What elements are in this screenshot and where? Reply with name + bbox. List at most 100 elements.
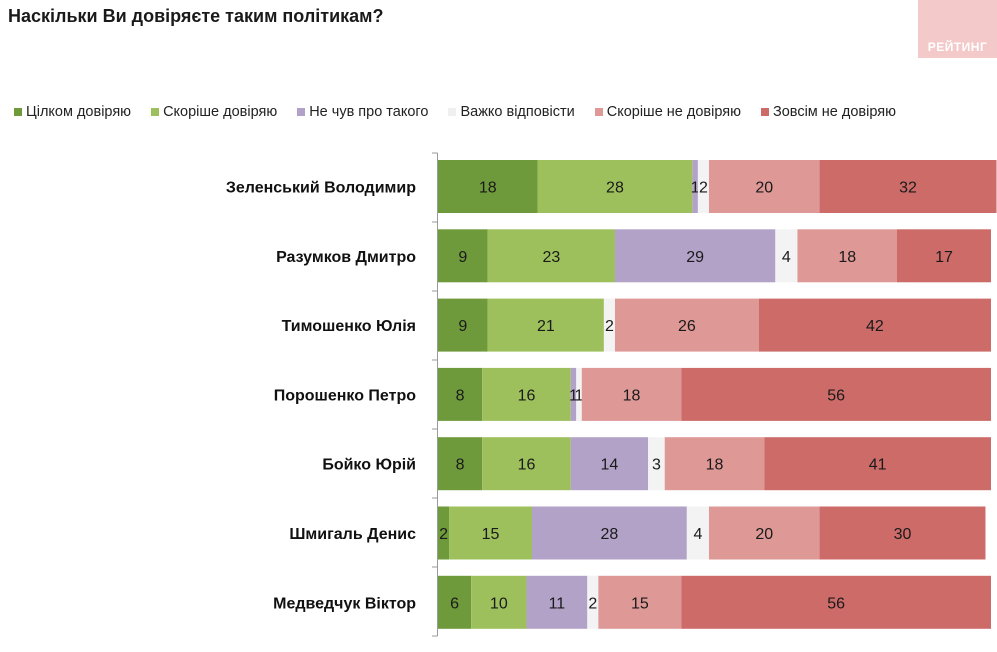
bar-segment xyxy=(438,229,488,283)
data-label: 26 xyxy=(678,318,696,335)
bar-segment xyxy=(449,506,533,560)
data-label: 2 xyxy=(439,526,448,543)
data-label: 1 xyxy=(569,387,578,404)
data-label: 18 xyxy=(838,249,856,266)
category-label: Шмигаль Денис xyxy=(289,526,416,543)
data-label: 28 xyxy=(606,180,624,197)
data-label: 20 xyxy=(755,526,773,543)
legend-label: Зовсім не довіряю xyxy=(772,104,896,120)
bar-segment xyxy=(438,437,483,491)
data-label: 32 xyxy=(899,180,917,197)
data-label: 3 xyxy=(652,457,661,474)
logo: РЕЙТИНГ xyxy=(918,0,997,58)
legend-swatch xyxy=(14,108,22,116)
data-label: 14 xyxy=(601,457,619,474)
data-label: 17 xyxy=(935,249,953,266)
bar-segment xyxy=(438,506,450,560)
data-label: 4 xyxy=(782,249,791,266)
data-label: 2 xyxy=(605,318,614,335)
bar-segment xyxy=(438,575,472,629)
bar-segment xyxy=(438,298,488,352)
legend-label: Скоріше довіряю xyxy=(163,104,278,120)
data-label: 42 xyxy=(866,318,884,335)
bar-segment xyxy=(526,575,588,629)
data-label: 15 xyxy=(482,526,500,543)
bar-segment xyxy=(598,575,682,629)
bar-segment xyxy=(819,506,986,560)
legend-label: Важко відповісти xyxy=(460,104,575,120)
bar-segment xyxy=(797,229,897,283)
data-label: 56 xyxy=(827,387,845,404)
data-label: 1 xyxy=(575,387,584,404)
legend-item: Цілком довіряю xyxy=(14,104,131,120)
data-label: 21 xyxy=(537,318,555,335)
data-label: 20 xyxy=(755,180,773,197)
legend-label: Не чув про такого xyxy=(309,104,429,120)
legend-swatch xyxy=(448,108,457,116)
category-label: Разумков Дмитро xyxy=(276,249,416,266)
bar-segment xyxy=(648,437,665,491)
data-label: 2 xyxy=(699,180,708,197)
data-label: 18 xyxy=(479,180,497,197)
data-label: 8 xyxy=(456,457,465,474)
data-label: 29 xyxy=(686,249,704,266)
data-label: 9 xyxy=(458,318,467,335)
legend-item: Зовсім не довіряю xyxy=(760,104,896,120)
bar-segment xyxy=(764,437,991,491)
bar-segment xyxy=(681,575,991,629)
bar-segment xyxy=(487,229,615,283)
bar-segment xyxy=(614,229,776,283)
bar-segment xyxy=(686,506,709,560)
bar-segment xyxy=(471,575,527,629)
data-label: 1 xyxy=(691,180,700,197)
legend: Цілком довіряю Скоріше довіряю Не чув про … xyxy=(14,103,916,121)
data-label: 11 xyxy=(549,595,566,612)
bar-segment xyxy=(576,367,582,421)
legend-swatch xyxy=(151,108,160,116)
legend-item: Скоріше довіряю xyxy=(151,104,277,120)
bar-segment xyxy=(487,298,604,352)
bar-segment xyxy=(692,160,698,213)
bar-segment xyxy=(482,367,571,421)
bar-segment xyxy=(708,506,820,560)
legend-item: Скоріше не довіряю xyxy=(594,104,741,120)
legend-swatch xyxy=(760,108,769,116)
data-label: 41 xyxy=(869,457,887,474)
legend-label: Цілком довіряю xyxy=(26,104,132,120)
bar-segment xyxy=(581,367,682,421)
data-label: 4 xyxy=(693,526,702,543)
data-label: 18 xyxy=(706,457,724,474)
legend-swatch xyxy=(297,108,306,116)
legend-swatch xyxy=(594,108,603,116)
bar-segment xyxy=(570,367,577,421)
bar-segment xyxy=(532,506,687,560)
data-label: 15 xyxy=(631,595,649,612)
bar-segment xyxy=(697,160,709,213)
data-label: 6 xyxy=(450,595,459,612)
bar-segment xyxy=(775,229,798,283)
legend-item: Важко відповісти xyxy=(448,104,575,120)
data-label: 8 xyxy=(456,387,465,404)
bar-segment xyxy=(708,160,820,213)
bar-segment xyxy=(438,367,483,421)
category-label: Порошенко Петро xyxy=(274,387,417,404)
bar-segment xyxy=(603,298,615,352)
data-label: 2 xyxy=(588,595,597,612)
bar-segment xyxy=(896,229,991,283)
data-label: 23 xyxy=(542,249,560,266)
category-label: Медведчук Віктор xyxy=(273,595,416,612)
data-label: 18 xyxy=(623,387,641,404)
data-label: 10 xyxy=(490,595,508,612)
category-label: Тимошенко Юлія xyxy=(282,318,416,335)
bar-segment xyxy=(570,437,649,491)
bar-segment xyxy=(681,367,991,421)
data-label: 16 xyxy=(518,387,536,404)
data-label: 56 xyxy=(827,595,845,612)
legend-label: Скоріше не довіряю xyxy=(606,104,741,120)
bar-segment xyxy=(664,437,765,491)
bar-segment xyxy=(614,298,759,352)
bar-segment xyxy=(758,298,991,352)
data-label: 30 xyxy=(894,526,912,543)
logo-text: РЕЙТИНГ xyxy=(927,40,988,54)
category-label: Зеленський Володимир xyxy=(226,180,416,197)
